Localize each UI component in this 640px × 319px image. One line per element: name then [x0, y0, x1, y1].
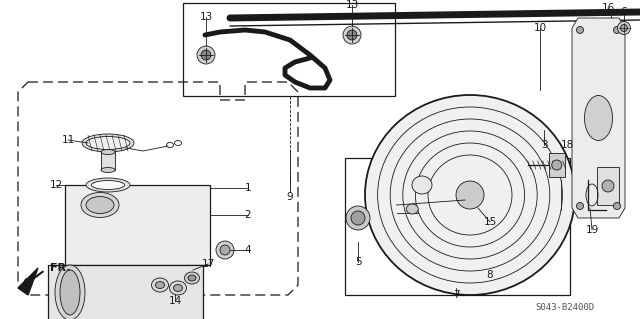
Bar	[48, 265, 203, 319]
Ellipse shape	[618, 21, 630, 34]
Ellipse shape	[347, 30, 357, 40]
Ellipse shape	[101, 150, 115, 154]
Text: 15: 15	[483, 217, 497, 227]
Text: 10: 10	[533, 23, 547, 33]
Ellipse shape	[577, 203, 584, 210]
Ellipse shape	[170, 281, 186, 295]
Text: 1: 1	[244, 183, 252, 193]
Ellipse shape	[456, 181, 484, 209]
Text: 3: 3	[541, 140, 547, 150]
Ellipse shape	[86, 178, 130, 192]
Bar	[101, 152, 115, 170]
Ellipse shape	[343, 26, 361, 44]
Text: FR.: FR.	[50, 263, 70, 273]
Text: 17: 17	[202, 259, 214, 269]
Text: 13: 13	[200, 12, 212, 22]
Ellipse shape	[552, 160, 562, 170]
Ellipse shape	[621, 25, 627, 32]
Bar	[65, 185, 210, 265]
Text: 8: 8	[486, 270, 493, 280]
Ellipse shape	[614, 26, 621, 33]
Text: 18: 18	[561, 140, 573, 150]
Ellipse shape	[184, 272, 200, 284]
Text: 5: 5	[355, 257, 362, 267]
Text: 14: 14	[168, 296, 182, 306]
Bar	[345, 158, 570, 295]
Ellipse shape	[351, 211, 365, 225]
Text: 2: 2	[244, 210, 252, 220]
Ellipse shape	[412, 176, 432, 194]
Text: 6: 6	[621, 7, 627, 17]
Ellipse shape	[584, 95, 612, 140]
Text: 7: 7	[452, 290, 460, 300]
Ellipse shape	[602, 180, 614, 192]
Ellipse shape	[406, 204, 419, 214]
Text: 13: 13	[346, 0, 358, 10]
Ellipse shape	[365, 95, 575, 295]
Ellipse shape	[216, 241, 234, 259]
Ellipse shape	[82, 134, 134, 152]
Text: 4: 4	[244, 245, 252, 255]
Ellipse shape	[92, 181, 125, 189]
Text: 11: 11	[61, 135, 75, 145]
Polygon shape	[572, 18, 625, 218]
Ellipse shape	[81, 192, 119, 218]
Ellipse shape	[197, 46, 215, 64]
Bar	[597, 167, 619, 205]
Text: 19: 19	[586, 225, 598, 235]
Ellipse shape	[201, 50, 211, 60]
Bar	[548, 153, 564, 177]
Ellipse shape	[346, 206, 370, 230]
Ellipse shape	[101, 167, 115, 173]
Ellipse shape	[220, 245, 230, 255]
Text: 16: 16	[602, 3, 614, 13]
Ellipse shape	[188, 275, 196, 281]
Text: 9: 9	[287, 192, 293, 202]
Ellipse shape	[60, 270, 80, 315]
Bar	[183, 3, 395, 96]
Ellipse shape	[614, 203, 621, 210]
Ellipse shape	[577, 26, 584, 33]
Polygon shape	[18, 268, 38, 295]
Ellipse shape	[173, 285, 182, 292]
Ellipse shape	[156, 281, 164, 288]
Ellipse shape	[86, 137, 130, 150]
Ellipse shape	[86, 197, 114, 213]
Text: S043-B2400D: S043-B2400D	[536, 303, 595, 313]
Ellipse shape	[55, 265, 85, 319]
Text: 12: 12	[49, 180, 63, 190]
Ellipse shape	[152, 278, 168, 292]
